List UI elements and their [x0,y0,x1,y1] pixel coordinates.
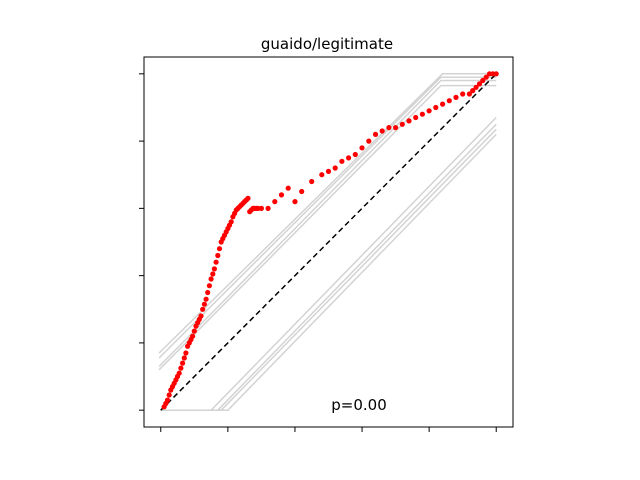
data-point [319,172,325,178]
data-point [359,145,365,151]
data-point [399,121,405,127]
data-point [346,155,352,161]
data-point [473,84,479,90]
y-axis-ticks [139,73,144,411]
data-point [216,246,223,252]
data-point [292,199,298,205]
data-point [480,77,486,84]
data-point [208,276,214,282]
envelope-upper-line-0 [158,73,497,354]
data-point [440,101,446,107]
data-point [211,266,217,272]
data-point [309,178,315,185]
envelope-upper-line-2 [158,79,497,368]
data-point [191,328,197,334]
x-axis-ticks [160,427,497,432]
data-point [183,350,189,356]
data-points [161,71,499,410]
chart-title: guaido/legitimate [261,35,393,53]
data-point [228,219,234,225]
data-point [181,355,187,361]
data-point [210,271,216,277]
data-point [476,81,483,87]
data-point [372,131,379,137]
data-point [466,91,472,97]
plot-area [158,71,499,411]
data-point [325,168,332,174]
data-point [213,259,219,265]
envelope-lower-line-1 [160,123,497,411]
data-point [470,88,476,94]
data-point [285,185,291,191]
data-point [299,188,305,195]
data-point [206,283,212,289]
data-point [339,158,345,164]
data-point [433,104,439,111]
data-point [446,98,452,104]
data-point [453,94,459,100]
data-point [419,111,425,117]
data-point [379,128,385,134]
data-point [215,252,221,259]
data-point [164,397,171,403]
data-point [180,360,186,366]
data-point [245,195,251,201]
axes-frame [143,56,514,428]
reference-diagonal-line [160,73,497,411]
p-value-annotation: p=0.00 [331,396,387,414]
data-point [366,138,372,144]
envelope-lower-line-0 [160,116,497,411]
data-point [352,151,358,158]
data-point [166,392,172,398]
envelope-upper-line-3 [158,84,497,371]
data-point [483,74,489,80]
envelope-upper-line-1 [158,76,497,359]
data-point [393,125,399,131]
data-point [190,333,196,339]
data-point [406,118,412,124]
data-point [265,205,271,211]
data-point [460,91,466,97]
data-point [176,370,182,376]
data-point [426,108,432,114]
data-point [386,125,392,131]
data-point [198,313,204,319]
data-point [201,301,207,307]
data-point [278,192,285,198]
data-point [205,289,211,296]
data-point [178,365,184,371]
data-point [413,114,419,121]
data-point [272,199,278,205]
envelope-lower-line-3 [160,133,497,411]
data-point [332,165,338,171]
data-point [493,71,499,77]
confidence-envelopes [158,73,497,411]
data-point [200,306,206,312]
data-point [258,205,264,211]
data-point [203,296,209,302]
